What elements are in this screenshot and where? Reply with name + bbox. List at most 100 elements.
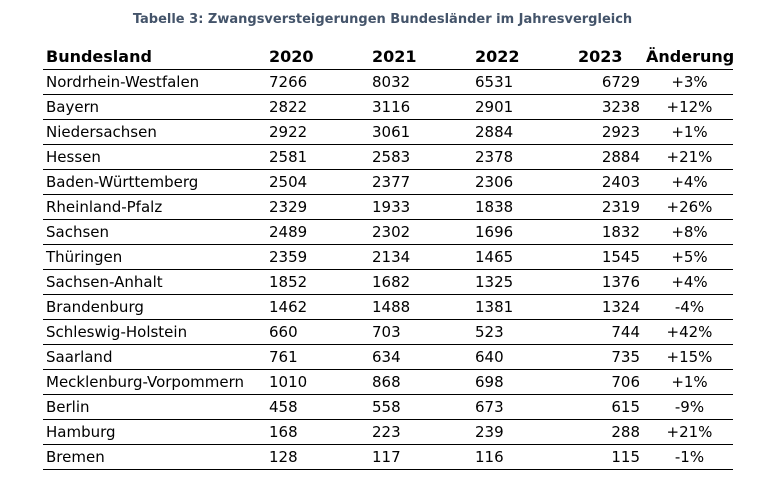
cell-2021: 558 (372, 394, 475, 420)
cell-2022: 2901 (475, 94, 578, 120)
column-header-2023: 2023 (578, 44, 646, 70)
table-row: Sachsen 2489 2302 1696 1832 +8% (43, 219, 733, 245)
cell-2022: 2306 (475, 169, 578, 195)
cell-2023: 2923 (578, 119, 646, 145)
cell-bundesland: Baden-Württemberg (43, 169, 269, 195)
cell-2020: 1852 (269, 269, 372, 295)
cell-2022: 239 (475, 419, 578, 445)
cell-2023: 3238 (578, 94, 646, 120)
cell-bundesland: Hamburg (43, 419, 269, 445)
cell-2020: 2329 (269, 194, 372, 220)
cell-2020: 2581 (269, 144, 372, 170)
table-row: Hamburg 168 223 239 288 +21% (43, 419, 733, 445)
cell-2023: 6729 (578, 69, 646, 95)
column-header-2021: 2021 (372, 44, 475, 70)
cell-2023: 706 (578, 369, 646, 395)
column-header-aenderung: Änderung (646, 44, 734, 70)
cell-2022: 116 (475, 444, 578, 470)
cell-2020: 2504 (269, 169, 372, 195)
cell-2023: 115 (578, 444, 646, 470)
table-caption: Tabelle 3: Zwangsversteigerungen Bundesl… (132, 12, 633, 27)
cell-2023: 2319 (578, 194, 646, 220)
cell-bundesland: Sachsen (43, 219, 269, 245)
cell-2021: 1488 (372, 294, 475, 320)
cell-2023: 1545 (578, 244, 646, 270)
cell-2023: 2884 (578, 144, 646, 170)
table-row: Brandenburg 1462 1488 1381 1324 -4% (43, 294, 733, 320)
table-row: Schleswig-Holstein 660 703 523 744 +42% (43, 319, 733, 345)
table-row: Hessen 2581 2583 2378 2884 +21% (43, 144, 733, 170)
cell-2022: 673 (475, 394, 578, 420)
cell-2021: 2377 (372, 169, 475, 195)
cell-2023: 288 (578, 419, 646, 445)
cell-2023: 735 (578, 344, 646, 370)
cell-2021: 117 (372, 444, 475, 470)
cell-aenderung: +1% (646, 369, 733, 395)
cell-aenderung: -1% (646, 444, 733, 470)
cell-2021: 868 (372, 369, 475, 395)
cell-bundesland: Nordrhein-Westfalen (43, 69, 269, 95)
column-header-bundesland: Bundesland (43, 44, 269, 70)
cell-bundesland: Bremen (43, 444, 269, 470)
cell-2021: 2134 (372, 244, 475, 270)
cell-2021: 1682 (372, 269, 475, 295)
cell-aenderung: +4% (646, 169, 733, 195)
cell-bundesland: Thüringen (43, 244, 269, 270)
cell-2021: 223 (372, 419, 475, 445)
cell-bundesland: Saarland (43, 344, 269, 370)
cell-bundesland: Hessen (43, 144, 269, 170)
cell-2020: 168 (269, 419, 372, 445)
cell-2021: 703 (372, 319, 475, 345)
table-row: Baden-Württemberg 2504 2377 2306 2403 +4% (43, 169, 733, 195)
cell-2023: 2403 (578, 169, 646, 195)
cell-2023: 615 (578, 394, 646, 420)
table-row: Mecklenburg-Vorpommern 1010 868 698 706 +1% (43, 369, 733, 395)
cell-2020: 660 (269, 319, 372, 345)
cell-2022: 2378 (475, 144, 578, 170)
cell-bundesland: Schleswig-Holstein (43, 319, 269, 345)
cell-2021: 8032 (372, 69, 475, 95)
cell-aenderung: +21% (646, 419, 733, 445)
cell-bundesland: Niedersachsen (43, 119, 269, 145)
cell-2020: 2359 (269, 244, 372, 270)
cell-2020: 2489 (269, 219, 372, 245)
cell-aenderung: -4% (646, 294, 733, 320)
cell-2021: 3061 (372, 119, 475, 145)
cell-aenderung: +26% (646, 194, 733, 220)
cell-bundesland: Bayern (43, 94, 269, 120)
header-row: Bundesland 2020 2021 2022 2023 Änderung (43, 44, 734, 70)
cell-aenderung: -9% (646, 394, 733, 420)
cell-bundesland: Berlin (43, 394, 269, 420)
cell-2022: 640 (475, 344, 578, 370)
cell-aenderung: +5% (646, 244, 733, 270)
cell-bundesland: Sachsen-Anhalt (43, 269, 269, 295)
table-row: Saarland 761 634 640 735 +15% (43, 344, 733, 370)
cell-bundesland: Mecklenburg-Vorpommern (43, 369, 269, 395)
table-row: Berlin 458 558 673 615 -9% (43, 394, 733, 420)
cell-2020: 458 (269, 394, 372, 420)
cell-2022: 1465 (475, 244, 578, 270)
cell-2021: 2583 (372, 144, 475, 170)
cell-aenderung: +8% (646, 219, 733, 245)
cell-aenderung: +3% (646, 69, 733, 95)
table-row: Thüringen 2359 2134 1465 1545 +5% (43, 244, 733, 270)
cell-aenderung: +12% (646, 94, 733, 120)
cell-2021: 3116 (372, 94, 475, 120)
table-row: Bremen 128 117 116 115 -1% (43, 444, 733, 470)
cell-2020: 2922 (269, 119, 372, 145)
cell-2023: 1324 (578, 294, 646, 320)
cell-2022: 2884 (475, 119, 578, 145)
cell-2020: 2822 (269, 94, 372, 120)
cell-2022: 523 (475, 319, 578, 345)
cell-2022: 6531 (475, 69, 578, 95)
cell-aenderung: +15% (646, 344, 733, 370)
table-row: Rheinland-Pfalz 2329 1933 1838 2319 +26% (43, 194, 733, 220)
cell-2023: 1832 (578, 219, 646, 245)
cell-2020: 1010 (269, 369, 372, 395)
cell-2021: 1933 (372, 194, 475, 220)
cell-2023: 1376 (578, 269, 646, 295)
cell-aenderung: +42% (646, 319, 733, 345)
table-row: Bayern 2822 3116 2901 3238 +12% (43, 94, 733, 120)
cell-2022: 1696 (475, 219, 578, 245)
cell-2020: 1462 (269, 294, 372, 320)
